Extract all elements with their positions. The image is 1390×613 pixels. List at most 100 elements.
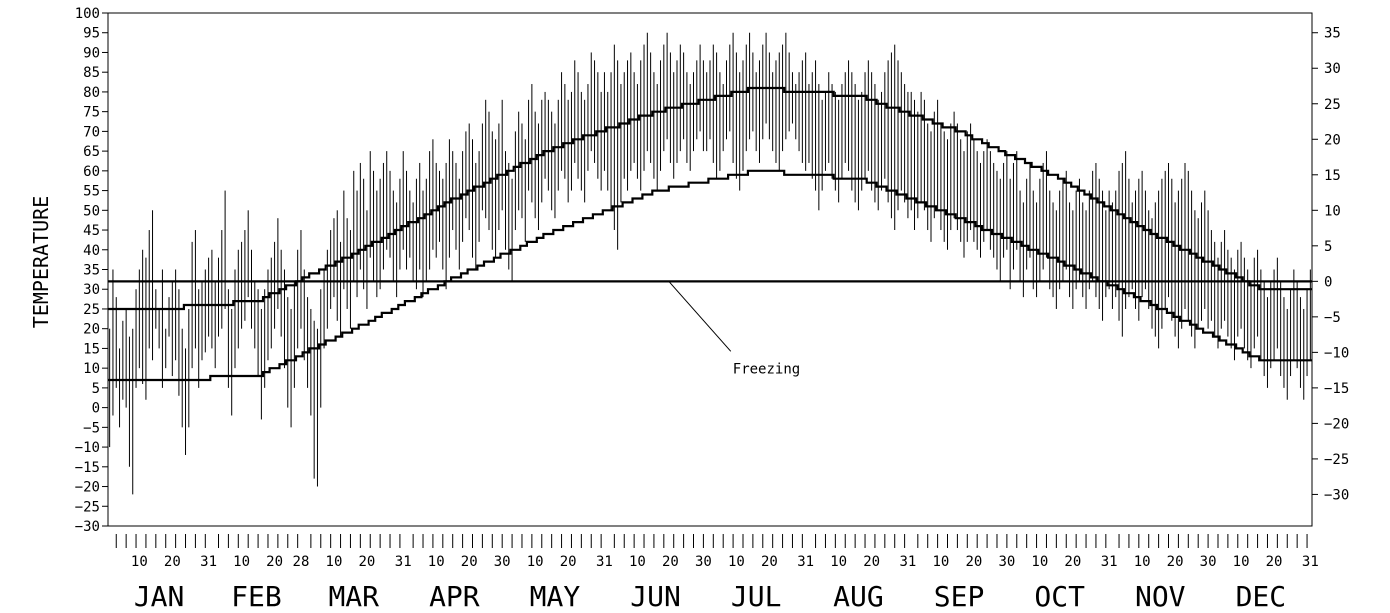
left-tick-label: −25 (75, 499, 100, 515)
day-label: 30 (998, 554, 1015, 570)
month-label: SEP (934, 580, 985, 613)
month-label: JUN (630, 580, 681, 613)
month-label: JAN (134, 580, 185, 613)
month-label: JUL (731, 580, 782, 613)
day-label: 20 (863, 554, 880, 570)
freezing-leader-line (668, 281, 732, 352)
month-label: APR (429, 580, 480, 613)
left-tick-label: 20 (83, 322, 100, 338)
left-tick-label: 75 (83, 105, 100, 121)
day-label: 10 (1031, 554, 1048, 570)
left-tick-label: −15 (75, 460, 100, 476)
normal-low-line (108, 169, 1312, 382)
right-y-axis: −30 −25 −20 −15 −10 −5 0 5 10 15 20 25 30 35 (1312, 26, 1349, 503)
day-label: 30 (494, 554, 511, 570)
day-label: 20 (461, 554, 478, 570)
x-axis: 10 20 31 JAN 10 20 28 FEB 10 20 31 MAR 10 20 30 APR 10 20… (115, 534, 1319, 613)
day-label: 31 (395, 554, 412, 570)
right-tick-label: 20 (1324, 132, 1341, 148)
left-tick-label: 30 (83, 282, 100, 298)
normal-curves (108, 86, 1312, 382)
day-label: 10 (1134, 554, 1151, 570)
day-label: 28 (293, 554, 310, 570)
day-label: 31 (596, 554, 613, 570)
freezing-annotation: Freezing (668, 281, 800, 377)
right-tick-label: 35 (1324, 26, 1341, 42)
left-tick-label: 60 (83, 164, 100, 180)
day-label: 20 (266, 554, 283, 570)
right-tick-label: −20 (1324, 416, 1349, 432)
right-tick-label: −30 (1324, 487, 1349, 503)
left-tick-label: 70 (83, 124, 100, 140)
day-label: 20 (965, 554, 982, 570)
left-tick-label: 25 (83, 302, 100, 318)
left-tick-label: 95 (83, 26, 100, 42)
day-label: 10 (326, 554, 343, 570)
left-tick-label: 85 (83, 65, 100, 81)
right-tick-label: 25 (1324, 97, 1341, 113)
left-tick-label: −10 (75, 440, 100, 456)
month-label: FEB (231, 580, 282, 613)
day-label: 31 (899, 554, 916, 570)
left-tick-label: 80 (83, 85, 100, 101)
day-label: 20 (164, 554, 181, 570)
day-label: 31 (1101, 554, 1118, 570)
left-tick-label: 100 (75, 6, 100, 22)
right-tick-label: −10 (1324, 345, 1349, 361)
day-label: 10 (527, 554, 544, 570)
day-label: 10 (629, 554, 646, 570)
left-tick-label: 50 (83, 203, 100, 219)
day-label: 20 (662, 554, 679, 570)
day-label: 30 (1200, 554, 1217, 570)
left-tick-label: −30 (75, 519, 100, 535)
left-tick-label: 35 (83, 263, 100, 279)
left-tick-label: 45 (83, 223, 100, 239)
day-label: 31 (200, 554, 217, 570)
left-tick-label: −5 (83, 420, 100, 436)
day-label: 20 (560, 554, 577, 570)
day-label: 10 (728, 554, 745, 570)
right-tick-label: 10 (1324, 203, 1341, 219)
month-label: NOV (1135, 580, 1186, 613)
right-tick-label: 30 (1324, 61, 1341, 77)
left-tick-label: 55 (83, 184, 100, 200)
day-label: 31 (797, 554, 814, 570)
right-tick-label: −5 (1324, 310, 1341, 326)
right-tick-label: 5 (1324, 239, 1332, 255)
left-tick-label: −20 (75, 480, 100, 496)
day-label: 20 (761, 554, 778, 570)
left-tick-label: 65 (83, 144, 100, 160)
month-label: MAR (328, 580, 379, 613)
right-tick-label: 0 (1324, 274, 1332, 290)
day-label: 10 (932, 554, 949, 570)
month-label: MAY (530, 580, 581, 613)
left-tick-label: 5 (92, 381, 100, 397)
y-axis-label: TEMPERATURE (29, 196, 53, 328)
right-tick-label: −25 (1324, 452, 1349, 468)
month-label: AUG (833, 580, 884, 613)
daily-temperature-ranges (109, 32, 1311, 495)
freezing-label: Freezing (733, 361, 800, 377)
day-label: 10 (1233, 554, 1250, 570)
day-label: 20 (1266, 554, 1283, 570)
day-label: 20 (1167, 554, 1184, 570)
month-label: DEC (1236, 580, 1287, 613)
day-label: 10 (233, 554, 250, 570)
day-label: 20 (359, 554, 376, 570)
normal-high-line (108, 86, 1312, 311)
left-tick-label: 90 (83, 45, 100, 61)
day-label: 10 (428, 554, 445, 570)
left-tick-label: 0 (92, 401, 100, 417)
left-y-axis: −30 −25 −20 −15 −10 −5 0 5 10 15 20 25 30 35 40 45 50 55 6… (75, 6, 108, 535)
day-label: 10 (131, 554, 148, 570)
day-label: 30 (695, 554, 712, 570)
left-tick-label: 15 (83, 341, 100, 357)
right-tick-label: −15 (1324, 381, 1349, 397)
left-tick-label: 10 (83, 361, 100, 377)
left-tick-label: 40 (83, 243, 100, 259)
month-label: OCT (1034, 580, 1085, 613)
day-label: 31 (1302, 554, 1319, 570)
right-tick-label: 15 (1324, 168, 1341, 184)
day-label: 20 (1064, 554, 1081, 570)
